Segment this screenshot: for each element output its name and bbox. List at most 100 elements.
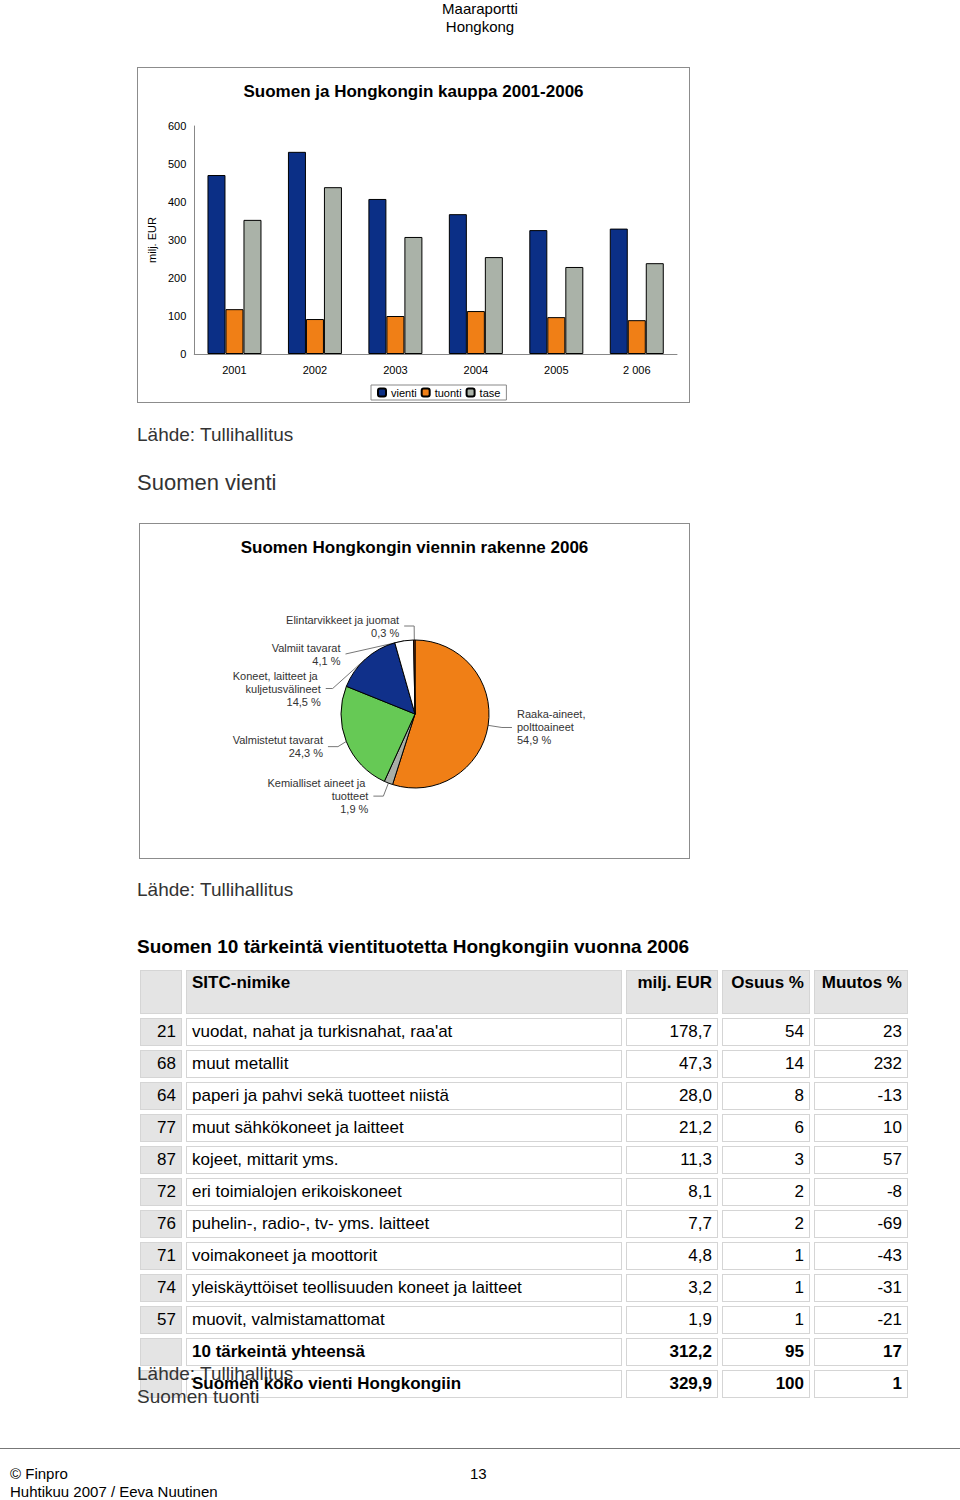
- svg-text:24,3 %: 24,3 %: [289, 747, 323, 759]
- html-text:puhelin-, radio-, tv- yms. lai: puhelin-, radio-, tv- yms. laitteet: [192, 1214, 430, 1233]
- html-text:Osuus %: Osuus %: [731, 973, 804, 992]
- html-text:77: 77: [157, 1118, 176, 1137]
- html-text:6: 6: [794, 1118, 804, 1137]
- html-text:muut sähkökoneet ja laitteet: muut sähkökoneet ja laitteet: [192, 1118, 404, 1137]
- svg-text:2 006: 2 006: [623, 364, 651, 376]
- html-text:yleiskäyttöiset teollisuuden k: yleiskäyttöiset teollisuuden koneet ja l…: [192, 1278, 522, 1297]
- html-text:3,2: 3,2: [688, 1278, 712, 1297]
- svg-text:tase: tase: [480, 387, 501, 399]
- html-text:13: 13: [470, 1465, 487, 1482]
- html-text:8,1: 8,1: [688, 1182, 712, 1201]
- html-text:21,2: 21,2: [678, 1118, 712, 1137]
- svg-text:1,9 %: 1,9 %: [340, 803, 368, 815]
- svg-text:tuotteet: tuotteet: [332, 790, 369, 802]
- svg-text:300: 300: [168, 234, 186, 246]
- svg-text:0: 0: [180, 348, 186, 360]
- html-text:Lähde: Tullihallitus: Lähde: Tullihallitus: [137, 1363, 294, 1384]
- html-text:vuodat, nahat ja turkisnahat,: vuodat, nahat ja turkisnahat, raa'at: [192, 1022, 453, 1041]
- html-text:Suomen 10 tärkeintä vientituot: Suomen 10 tärkeintä vientituotetta Hongk…: [137, 936, 690, 957]
- html-text:SITC-nimike: SITC-nimike: [192, 973, 291, 992]
- html-text:Suomen koko vienti Hongkongiin: Suomen koko vienti Hongkongiin: [192, 1374, 462, 1393]
- html-text:© Finpro: © Finpro: [10, 1465, 68, 1482]
- svg-text:Valmiit tavarat: Valmiit tavarat: [272, 642, 341, 654]
- html-text:28,0: 28,0: [678, 1086, 712, 1105]
- html-text:47,3: 47,3: [678, 1054, 712, 1073]
- html-text:64: 64: [157, 1086, 176, 1105]
- svg-text:2002: 2002: [303, 364, 327, 376]
- svg-text:Raaka-aineet,: Raaka-aineet,: [517, 708, 589, 720]
- html-text:87: 87: [157, 1150, 176, 1169]
- html-text:Maaraportti: Maaraportti: [442, 0, 518, 17]
- html-text:-43: -43: [877, 1246, 902, 1265]
- html-text:-21: -21: [877, 1310, 902, 1329]
- html-text:68: 68: [157, 1054, 176, 1073]
- html-text:1,9: 1,9: [688, 1310, 712, 1329]
- html-text:54: 54: [785, 1022, 804, 1041]
- html-text:76: 76: [157, 1214, 176, 1233]
- html-text:Lähde: Tullihallitus: Lähde: Tullihallitus: [137, 424, 294, 445]
- svg-text:Koneet, laitteet ja: Koneet, laitteet ja: [233, 670, 321, 682]
- svg-text:tuonti: tuonti: [435, 387, 462, 399]
- html-text:voimakoneet ja moottorit: voimakoneet ja moottorit: [192, 1246, 378, 1265]
- html-text:Huhtikuu 2007 / Eeva Nuutinen: Huhtikuu 2007 / Eeva Nuutinen: [10, 1483, 218, 1500]
- svg-text:0,3 %: 0,3 %: [371, 627, 399, 639]
- svg-text:Elintarvikkeet ja juomat: Elintarvikkeet ja juomat: [286, 614, 399, 626]
- html-text:23: 23: [883, 1022, 902, 1041]
- html-text:milj. EUR: milj. EUR: [637, 973, 712, 992]
- html-text:Suomen vienti: Suomen vienti: [137, 470, 277, 495]
- html-text:57: 57: [157, 1310, 176, 1329]
- svg-text:2001: 2001: [222, 364, 246, 376]
- html-text:178,7: 178,7: [669, 1022, 712, 1041]
- svg-text:Suomen ja Hongkongin kauppa 20: Suomen ja Hongkongin kauppa 2001-2006: [243, 82, 583, 101]
- html-text:10: 10: [883, 1118, 902, 1137]
- html-text:14: 14: [785, 1054, 804, 1073]
- svg-text:2003: 2003: [383, 364, 407, 376]
- html-text:-69: -69: [877, 1214, 902, 1233]
- svg-text:500: 500: [168, 158, 186, 170]
- html-text:muut metallit: muut metallit: [192, 1054, 289, 1073]
- html-text:Muutos %: Muutos %: [821, 973, 902, 992]
- svg-text:100: 100: [168, 310, 186, 322]
- html-text:95: 95: [785, 1342, 804, 1361]
- svg-text:2005: 2005: [544, 364, 568, 376]
- html-text:4,8: 4,8: [688, 1246, 712, 1265]
- html-text:57: 57: [883, 1150, 902, 1169]
- html-text:232: 232: [873, 1054, 902, 1073]
- html-text:17: 17: [883, 1342, 902, 1361]
- svg-text:600: 600: [168, 120, 186, 132]
- html-text:329,9: 329,9: [669, 1374, 712, 1393]
- html-text:72: 72: [157, 1182, 176, 1201]
- html-text:kojeet, mittarit yms.: kojeet, mittarit yms.: [192, 1150, 339, 1169]
- svg-text:Valmistetut tavarat: Valmistetut tavarat: [233, 734, 323, 746]
- svg-text:Suomen Hongkongin viennin rake: Suomen Hongkongin viennin rakenne 2006: [241, 538, 589, 557]
- html-text:paperi ja pahvi sekä tuotteet: paperi ja pahvi sekä tuotteet niistä: [192, 1086, 450, 1105]
- html-text:312,2: 312,2: [669, 1342, 712, 1361]
- html-text:74: 74: [157, 1278, 176, 1297]
- html-text:11,3: 11,3: [680, 1150, 712, 1169]
- svg-text:milj. EUR: milj. EUR: [146, 217, 158, 263]
- svg-text:polttoaineet: polttoaineet: [517, 721, 574, 733]
- html-text:-8: -8: [886, 1182, 902, 1201]
- html-text:100: 100: [775, 1374, 804, 1393]
- svg-text:54,9 %: 54,9 %: [517, 734, 551, 746]
- svg-text:2004: 2004: [464, 364, 488, 376]
- html-text:muovit, valmistamattomat: muovit, valmistamattomat: [192, 1310, 385, 1329]
- html-text:21: 21: [157, 1022, 176, 1041]
- html-text:71: 71: [157, 1246, 176, 1265]
- svg-text:4,1 %: 4,1 %: [312, 655, 340, 667]
- svg-text:200: 200: [168, 272, 186, 284]
- svg-text:vienti: vienti: [391, 387, 417, 399]
- svg-text:Kemialliset aineet ja: Kemialliset aineet ja: [267, 777, 368, 789]
- html-text:-31: -31: [877, 1278, 902, 1297]
- html-text:Hongkong: Hongkong: [445, 18, 515, 35]
- html-text:Lähde: Tullihallitus: Lähde: Tullihallitus: [137, 879, 294, 900]
- svg-text:14,5 %: 14,5 %: [287, 696, 321, 708]
- html-text:-13: -13: [877, 1086, 902, 1105]
- html-text:eri toimialojen erikoiskoneet: eri toimialojen erikoiskoneet: [192, 1182, 402, 1201]
- html-text:10 tärkeintä yhteensä: 10 tärkeintä yhteensä: [192, 1342, 365, 1361]
- svg-text:kuljetusvälineet: kuljetusvälineet: [246, 683, 321, 695]
- html-text:Suomen tuonti: Suomen tuonti: [137, 1386, 260, 1407]
- svg-text:400: 400: [168, 196, 186, 208]
- html-text:8: 8: [794, 1086, 804, 1105]
- html-text:7,7: 7,7: [688, 1214, 712, 1233]
